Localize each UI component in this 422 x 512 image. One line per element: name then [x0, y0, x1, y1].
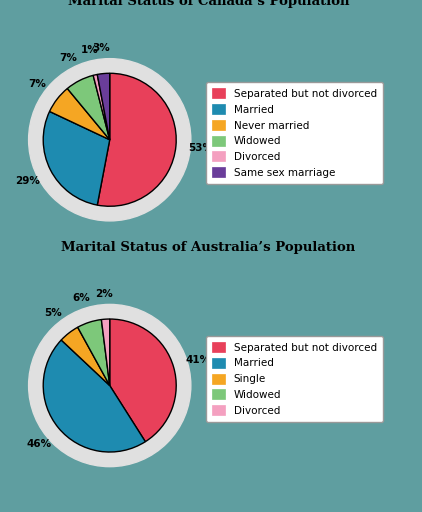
Wedge shape	[61, 327, 110, 386]
Wedge shape	[110, 319, 176, 442]
Text: 7%: 7%	[28, 78, 46, 89]
Wedge shape	[97, 73, 176, 206]
Wedge shape	[101, 319, 110, 386]
Title: Marital Status of Canada’s Population: Marital Status of Canada’s Population	[68, 0, 349, 8]
Text: 29%: 29%	[16, 177, 41, 186]
Text: 3%: 3%	[92, 44, 110, 53]
Legend: Separated but not divorced, Married, Single, Widowed, Divorced: Separated but not divorced, Married, Sin…	[206, 336, 383, 422]
Text: 6%: 6%	[73, 293, 90, 303]
Text: 53%: 53%	[189, 143, 214, 154]
Wedge shape	[93, 74, 110, 140]
Text: 1%: 1%	[81, 45, 99, 55]
Wedge shape	[78, 319, 110, 386]
Text: 5%: 5%	[45, 308, 62, 318]
Wedge shape	[49, 89, 110, 140]
Title: Marital Status of Australia’s Population: Marital Status of Australia’s Population	[61, 241, 356, 254]
Wedge shape	[43, 340, 145, 452]
Circle shape	[29, 305, 191, 466]
Wedge shape	[43, 112, 110, 205]
Wedge shape	[68, 75, 110, 140]
Text: 2%: 2%	[95, 289, 113, 299]
Text: 41%: 41%	[185, 355, 211, 365]
Legend: Separated but not divorced, Married, Never married, Widowed, Divorced, Same sex : Separated but not divorced, Married, Nev…	[206, 82, 383, 184]
Text: 7%: 7%	[59, 53, 77, 63]
Text: 46%: 46%	[27, 439, 51, 449]
Wedge shape	[97, 73, 110, 140]
Circle shape	[29, 59, 191, 221]
